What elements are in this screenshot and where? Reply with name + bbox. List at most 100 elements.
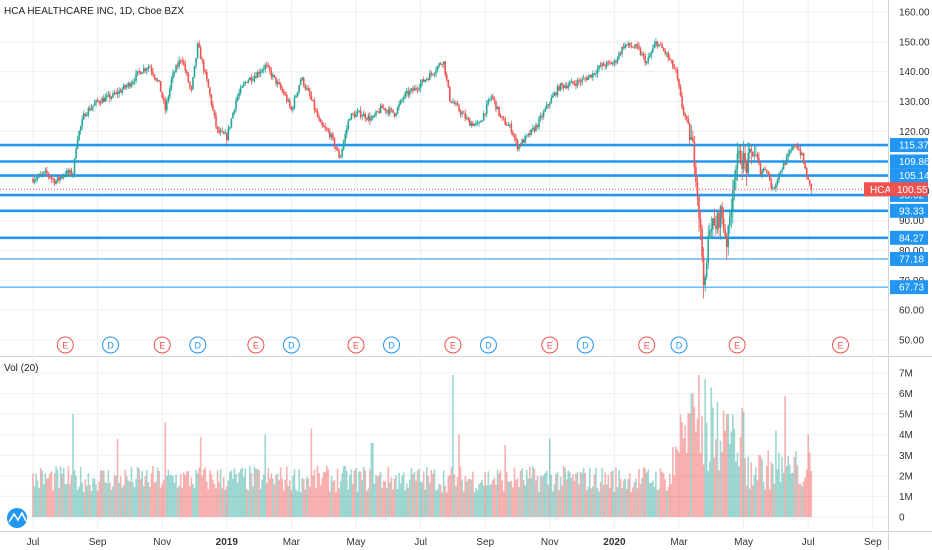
earnings-marker[interactable]: E — [832, 336, 849, 354]
candle-body — [699, 218, 702, 228]
volume-bar — [42, 484, 45, 517]
volume-bar — [222, 477, 225, 517]
volume-bar — [584, 473, 586, 517]
candle-body — [393, 112, 396, 116]
dividend-marker[interactable]: D — [102, 336, 120, 354]
candle-body — [267, 65, 270, 67]
candle-body — [178, 60, 180, 67]
candle-body — [615, 60, 617, 63]
volume-bar — [207, 489, 210, 517]
event-marker-label: D — [388, 341, 395, 351]
volume-bar — [149, 487, 151, 517]
volume-bar — [690, 393, 693, 517]
volume-bar — [645, 472, 648, 517]
volume-bar — [381, 487, 383, 517]
candle-body — [278, 82, 280, 85]
dividend-marker[interactable]: D — [576, 336, 594, 354]
volume-bar — [338, 488, 340, 517]
candle-body — [106, 95, 108, 98]
candle-body — [147, 66, 150, 69]
volume-bar — [659, 468, 662, 517]
volume-bar — [802, 481, 805, 517]
volume-bar — [808, 452, 811, 517]
event-marker-circle — [479, 336, 497, 354]
earnings-marker[interactable]: E — [56, 336, 74, 354]
dividend-marker[interactable]: D — [383, 336, 401, 354]
candle-body — [126, 85, 128, 88]
candle-body — [189, 82, 191, 87]
volume-bar — [782, 472, 785, 517]
earnings-marker[interactable]: E — [153, 336, 171, 354]
level-price-label: 77.18 — [899, 254, 924, 265]
candle-body — [704, 277, 706, 286]
earnings-marker[interactable]: E — [247, 336, 265, 354]
candle-body — [653, 44, 656, 49]
candle-body — [47, 173, 50, 177]
earnings-marker[interactable]: E — [638, 336, 656, 354]
support-resistance-lines[interactable] — [0, 143, 888, 288]
candle-body — [132, 81, 134, 84]
candle-body — [450, 100, 453, 103]
candle-body — [76, 139, 79, 149]
candle-body — [510, 124, 513, 133]
volume-bar — [375, 474, 377, 517]
time-tick-label: Nov — [541, 537, 559, 548]
candle-body — [502, 117, 505, 119]
volume-bar — [665, 490, 668, 517]
event-marker-label: D — [107, 341, 114, 351]
candle-body — [193, 65, 196, 78]
volume-bar — [72, 414, 74, 517]
candle-body — [290, 106, 293, 110]
volume-bar — [396, 489, 399, 517]
candle-body — [565, 85, 568, 88]
volume-bar — [385, 488, 388, 517]
candle-body — [379, 105, 382, 113]
candle-body — [372, 115, 374, 119]
candle-body — [570, 81, 573, 83]
earnings-marker[interactable]: E — [728, 336, 746, 354]
candle-body — [664, 50, 666, 54]
logo-icon[interactable] — [7, 508, 27, 528]
candle-body — [367, 115, 370, 120]
volume-bar — [44, 472, 47, 517]
candle-body — [198, 43, 200, 48]
earnings-marker[interactable]: E — [444, 336, 462, 354]
volume-bar — [353, 470, 356, 517]
candle-body — [52, 178, 54, 180]
volume-bar — [633, 482, 636, 517]
volume-bar — [310, 428, 313, 517]
candle-body — [186, 70, 188, 74]
dividend-marker[interactable]: D — [282, 336, 300, 354]
earnings-marker[interactable]: E — [347, 336, 365, 354]
volume-bar — [373, 483, 376, 517]
event-marker-label: D — [485, 341, 492, 351]
dividend-marker[interactable]: D — [479, 336, 497, 354]
candle-body — [744, 153, 746, 161]
candle-body — [53, 179, 56, 184]
volume-bar — [162, 479, 165, 517]
volume-bar — [359, 471, 362, 517]
volume-bar — [330, 476, 333, 517]
volume-bar — [201, 475, 203, 517]
candle-body — [482, 113, 485, 121]
dividend-marker[interactable]: D — [189, 336, 207, 354]
volume-bar — [616, 487, 619, 517]
candle-body — [764, 168, 766, 170]
candle-body — [58, 177, 60, 180]
volume-bar — [647, 469, 650, 517]
candle-body — [572, 81, 574, 84]
candle-body — [567, 85, 570, 88]
volume-bar — [593, 474, 596, 517]
earnings-marker[interactable]: E — [541, 336, 559, 354]
candle-body — [302, 77, 305, 86]
candle-body — [412, 88, 414, 91]
volume-bar — [772, 464, 774, 517]
candle-body — [745, 160, 748, 174]
dividend-marker[interactable]: D — [670, 336, 688, 354]
volume-bar — [493, 477, 496, 517]
volume-bar — [247, 490, 250, 517]
volume-bar — [627, 478, 630, 517]
